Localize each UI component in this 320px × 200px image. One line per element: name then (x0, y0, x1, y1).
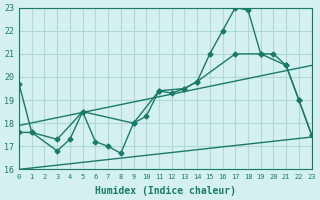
X-axis label: Humidex (Indice chaleur): Humidex (Indice chaleur) (95, 186, 236, 196)
